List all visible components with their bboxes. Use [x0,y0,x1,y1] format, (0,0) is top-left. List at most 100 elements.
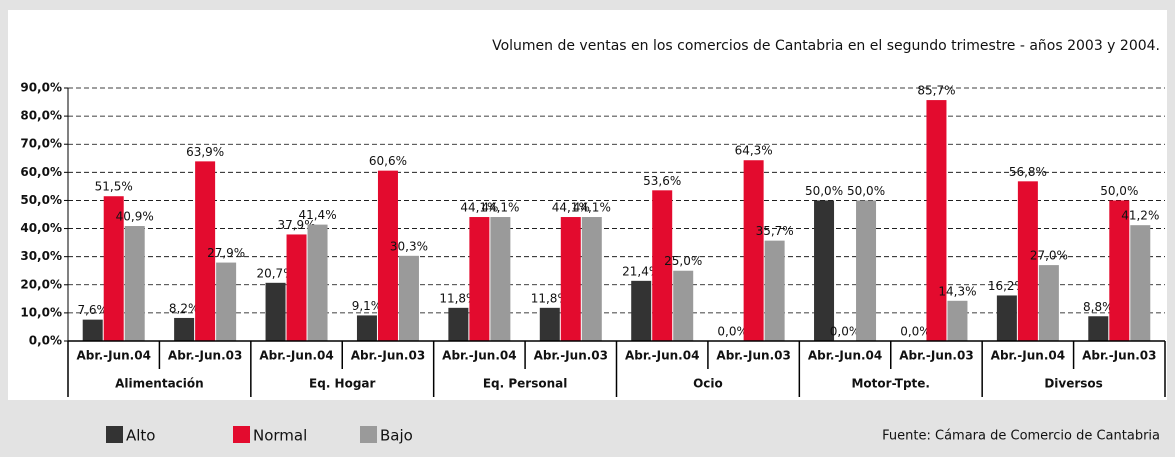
bar [814,200,835,341]
x-tick-label: Abr.-Jun.03 [534,349,608,363]
value-label: 44,1% [573,201,611,215]
bar [265,282,286,341]
legend-swatch [360,426,377,443]
value-label: 37,9% [277,218,315,232]
legend-swatch [233,426,250,443]
bar [1038,265,1059,341]
x-tick-label: Abr.-Jun.04 [808,349,882,363]
x-tick-label: Abr.-Jun.03 [168,349,242,363]
x-tick-label: Abr.-Jun.03 [899,349,973,363]
value-label: 44,1% [481,201,519,215]
bar [377,170,398,341]
value-label: 40,9% [116,210,154,224]
x-tick-label: Abr.-Jun.04 [442,349,516,363]
group-label: Ocio [693,377,723,391]
bar [652,190,673,341]
bar [356,315,377,341]
y-tick-label: 10,0% [20,305,62,319]
bar [195,161,216,341]
y-tick-label: 20,0% [20,277,62,291]
bar [743,160,764,341]
bar [1130,225,1151,341]
value-label: 11,8% [439,291,477,305]
legend-label: Alto [126,427,156,445]
value-label: 53,6% [643,174,681,188]
value-label: 14,3% [938,284,976,298]
bar [469,217,490,341]
bar [947,300,968,341]
group-label: Eq. Personal [483,377,568,391]
value-label: 56,8% [1009,165,1047,179]
bar [856,200,877,341]
value-label: 50,0% [847,184,885,198]
value-label: 7,6% [77,303,108,317]
x-tick-label: Abr.-Jun.04 [625,349,699,363]
bar [996,295,1017,341]
group-label: Motor-Tpte. [851,377,930,391]
value-label: 0,0% [900,325,931,339]
value-label: 27,0% [1030,249,1068,263]
value-label: 44,1% [460,201,498,215]
bar [286,234,307,341]
value-label: 63,9% [186,145,224,159]
value-label: 20,7% [256,266,294,280]
value-label: 9,1% [352,299,383,313]
bar [1017,181,1038,341]
group-label: Diversos [1044,377,1102,391]
bar [216,262,237,341]
y-tick-label: 90,0% [20,81,62,95]
x-tick-label: Abr.-Jun.03 [716,349,790,363]
value-label: 35,7% [756,224,794,238]
legend-label: Normal [253,427,307,445]
bar [581,217,602,341]
bar [490,217,511,341]
bar [631,280,652,341]
bar [539,307,560,341]
y-tick-label: 70,0% [20,137,62,151]
y-tick-label: 30,0% [20,249,62,263]
x-tick-label: Abr.-Jun.04 [259,349,333,363]
value-label: 8,2% [169,301,200,315]
y-tick-label: 50,0% [20,193,62,207]
y-tick-label: 60,0% [20,165,62,179]
x-tick-label: Abr.-Jun.04 [991,349,1065,363]
bar [82,319,103,341]
y-tick-label: 40,0% [20,221,62,235]
x-tick-label: Abr.-Jun.04 [76,349,150,363]
value-label: 41,4% [298,208,336,222]
value-label: 8,8% [1083,300,1114,314]
bar [174,317,195,341]
group-label: Eq. Hogar [309,377,375,391]
value-label: 44,1% [552,201,590,215]
value-label: 21,4% [622,264,660,278]
bar [398,255,419,341]
bar [764,240,785,341]
legend-swatch [106,426,123,443]
value-label: 50,0% [805,184,843,198]
x-tick-label: Abr.-Jun.03 [1082,349,1156,363]
bar [1109,200,1130,341]
value-label: 51,5% [95,180,133,194]
value-label: 27,9% [207,246,245,260]
bar [448,307,469,341]
x-tick-label: Abr.-Jun.03 [351,349,425,363]
bar [103,196,124,341]
value-label: 85,7% [917,84,955,98]
bar [926,100,947,342]
y-tick-label: 0,0% [29,334,62,348]
value-label: 25,0% [664,254,702,268]
value-label: 50,0% [1100,184,1138,198]
value-label: 16,2% [988,279,1026,293]
value-label: 0,0% [717,325,748,339]
value-label: 64,3% [735,144,773,158]
legend-label: Bajo [380,427,413,445]
bar [1088,316,1109,341]
group-label: Alimentación [115,377,204,391]
bar [124,226,145,341]
value-label: 41,2% [1121,209,1159,223]
source: Fuente: Cámara de Comercio de Cantabria [882,429,1160,444]
bar [673,270,694,341]
value-label: 0,0% [830,325,861,339]
value-label: 11,8% [531,291,569,305]
y-tick-label: 80,0% [20,109,62,123]
